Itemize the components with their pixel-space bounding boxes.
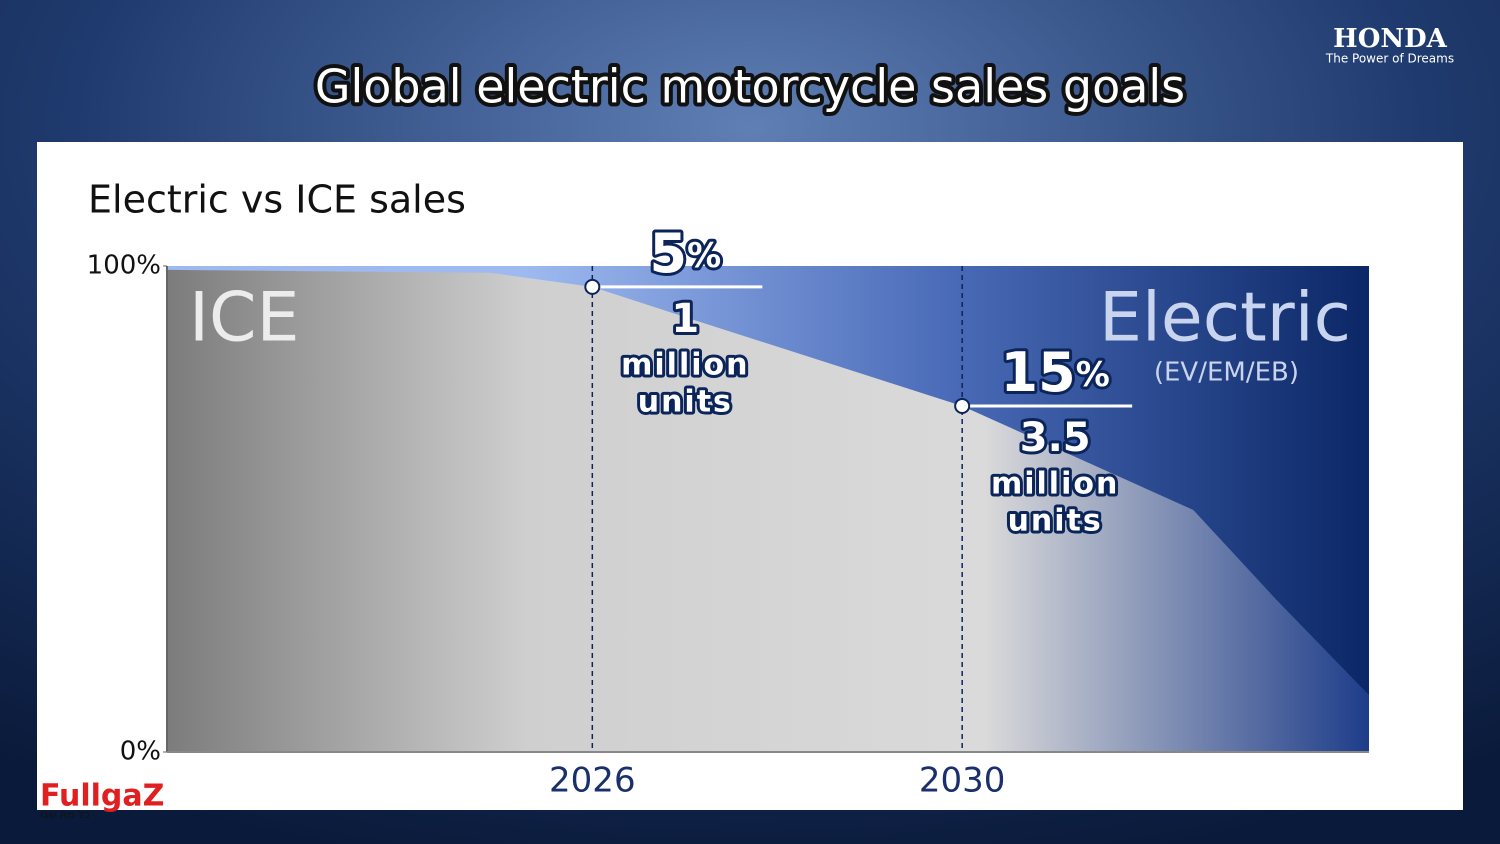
percent-sign: %: [687, 235, 721, 275]
y-tick-label: 0%: [120, 737, 161, 767]
annotation-unit-line: units: [1008, 503, 1103, 538]
chart-title: Electric vs ICE sales: [88, 178, 466, 222]
y-tick-label: 100%: [87, 251, 161, 281]
percent-number: 5: [649, 222, 687, 285]
slide-title: Global electric motorcycle sales goals: [315, 60, 1185, 114]
series-label: ICE: [189, 279, 300, 358]
annotation-units: 3.5: [1020, 415, 1091, 461]
percent-number: 15: [1001, 341, 1076, 404]
tagline: The Power of Dreams: [1325, 52, 1454, 66]
annotation-percent: 15%: [1001, 341, 1110, 404]
annotation-percent: 5%: [649, 222, 721, 285]
percent-sign: %: [1076, 354, 1110, 394]
annotation-point: [954, 397, 971, 414]
annotation-unit-line: units: [638, 384, 733, 419]
annotation-point: [584, 278, 601, 295]
region-detail: (EV/EM/EB): [1154, 358, 1299, 388]
region-label: Electric: [1099, 279, 1351, 358]
x-tick-label: 2026: [549, 761, 636, 801]
watermark-slogan: כל מה שגז: [40, 808, 90, 821]
annotation-unit-line: million: [621, 347, 749, 382]
annotation-units: 1: [671, 296, 699, 342]
x-tick-label: 2030: [919, 761, 1006, 801]
brand: HONDA: [1333, 24, 1448, 54]
area: [167, 269, 1369, 752]
watermark: FullgaZ: [40, 779, 164, 814]
annotation-unit-line: million: [991, 466, 1119, 501]
